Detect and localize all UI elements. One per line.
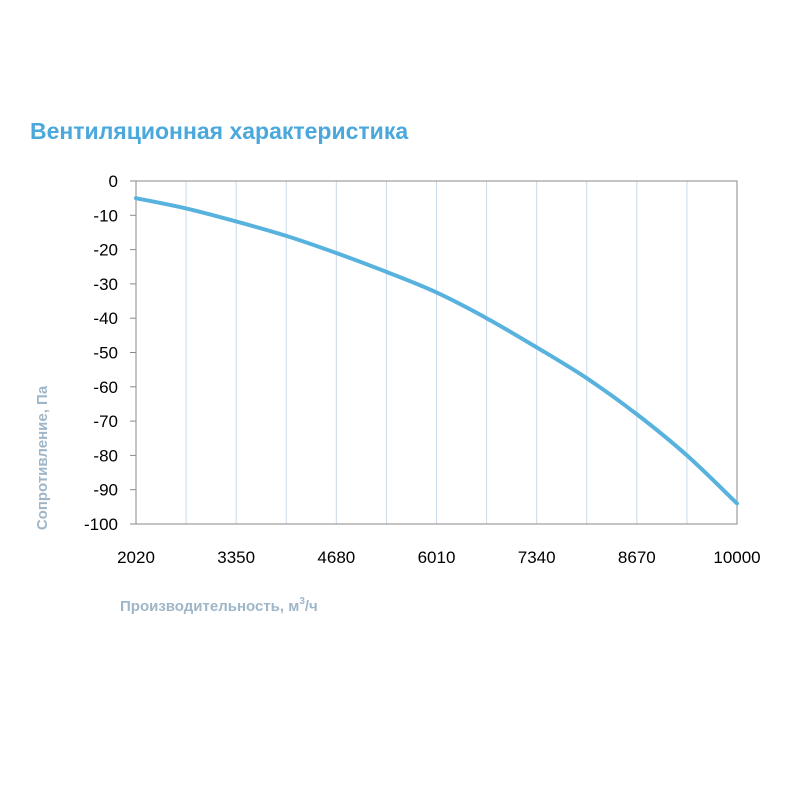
y-tick-label: -80 xyxy=(93,446,118,465)
x-axis-title-suffix: /ч xyxy=(305,598,318,615)
y-tick-label: -50 xyxy=(93,344,118,363)
x-axis-title: Производительность, м3/ч xyxy=(120,596,318,615)
y-tick-label: -90 xyxy=(93,481,118,500)
x-tick-label: 4680 xyxy=(317,548,355,567)
y-tick-label: -100 xyxy=(84,515,118,534)
y-axis-title: Сопротивление, Па xyxy=(34,385,51,530)
y-tick-label: -20 xyxy=(93,241,118,260)
line-layer xyxy=(134,196,739,506)
chart-title: Вентиляционная характеристика xyxy=(30,118,409,144)
y-tick-label: -70 xyxy=(93,412,118,431)
y-tick-label: -40 xyxy=(93,309,118,328)
x-tick-label: 3350 xyxy=(217,548,255,567)
series-line xyxy=(134,196,739,506)
tick-labels: 0 -10 -20 -30 -40 -50 -60 -70 -80 -90 -100 2020 3350… xyxy=(84,172,761,567)
y-tick-label: -60 xyxy=(93,378,118,397)
x-tick-label: 7340 xyxy=(518,548,556,567)
x-tick-label: 2020 xyxy=(117,548,155,567)
x-axis-title-main: Производительность, м xyxy=(120,598,299,615)
x-axis-title-superscript: 3 xyxy=(299,596,305,607)
y-tick-label: -30 xyxy=(93,275,118,294)
y-tick-label: -10 xyxy=(93,206,118,225)
y-tick-label: 0 xyxy=(109,172,118,191)
grid-layer xyxy=(135,181,738,524)
axis-layer xyxy=(130,180,738,525)
x-tick-label: 10000 xyxy=(713,548,760,567)
x-tick-label: 6010 xyxy=(418,548,456,567)
x-tick-label: 8670 xyxy=(618,548,656,567)
